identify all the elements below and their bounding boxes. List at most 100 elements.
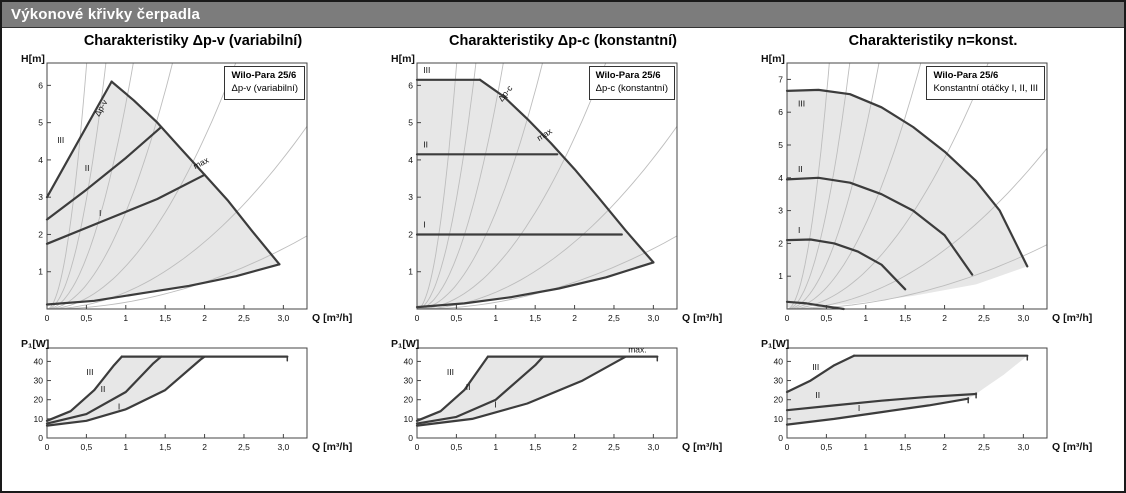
y-tick-label: 10: [34, 414, 44, 424]
x-tick-label: 1,5: [159, 442, 171, 452]
curve-label: II: [798, 164, 803, 174]
panel-title-dpc: Charakteristiky Δp-c (konstantní): [449, 33, 677, 49]
y-tick-label: 5: [38, 118, 43, 128]
curve-label: III: [447, 367, 454, 377]
curve-max: [478, 78, 655, 264]
y-tick-label: 4: [408, 155, 413, 165]
x-tick-label: 0: [415, 313, 420, 323]
chart-dpv-head: Wilo-Para 25/6 Δp-v (variabilní) 0 0,5 1 1,…: [17, 51, 369, 331]
x-tick-label: 1,5: [529, 442, 541, 452]
y-tick-label: 5: [778, 140, 783, 150]
x-tick-label: 3,0: [1017, 313, 1029, 323]
y-axis-title: P₁[W]: [391, 338, 419, 350]
system-curve: [46, 62, 134, 310]
legend-mode: Δp-v (variabilní): [231, 83, 298, 95]
x-tick-label: 0: [785, 313, 790, 323]
y-axis-title: H[m]: [761, 53, 785, 65]
y-axis-title: P₁[W]: [761, 338, 789, 350]
x-tick-label: 1,5: [159, 313, 171, 323]
x-axis-title: Q [m³/h]: [312, 312, 352, 324]
curve-II: [45, 355, 163, 425]
curve-min: [45, 263, 281, 306]
x-tick-label: 2,5: [978, 442, 990, 452]
plot-border: [416, 62, 678, 310]
legend-mode: Konstantní otáčky I, II, III: [933, 83, 1038, 95]
x-tick-label: 2,5: [608, 442, 620, 452]
x-tick-label: 3,0: [1017, 442, 1029, 452]
x-tick-label: 2,5: [978, 313, 990, 323]
curve-min: [415, 261, 655, 309]
curve-label: III: [798, 98, 805, 108]
x-tick-label: 0,5: [80, 313, 92, 323]
y-tick-label: 2: [778, 238, 783, 248]
x-tick-label: 0,5: [80, 442, 92, 452]
x-tick-label: 1,5: [899, 313, 911, 323]
curve-label: I: [798, 225, 800, 235]
curve-label: Δp-c: [496, 83, 515, 104]
x-tick-label: 1: [123, 313, 128, 323]
curve-label: II: [815, 390, 820, 400]
chart-nconst-power: 0 0,5 1 1,5 2 2,5 3,0 0 10 20 30 40 III II I P₁[W] Q [m³…: [757, 334, 1109, 460]
x-tick-label: 0,5: [450, 442, 462, 452]
legend-model: Wilo-Para 25/6: [933, 70, 999, 81]
system-curve: [416, 62, 543, 310]
plot-border: [416, 347, 678, 439]
x-axis-title: Q [m³/h]: [682, 312, 722, 324]
chart-legend: Wilo-Para 25/6 Konstantní otáčky I, II, …: [926, 66, 1045, 100]
chart-svg: 0 0,5 1 1,5 2 2,5 3,0010203040IIIIIImax.P₁[W]Q…: [391, 338, 722, 453]
x-axis-title: Q [m³/h]: [1052, 441, 1092, 453]
curve-II: [45, 126, 163, 221]
y-tick-label: 20: [774, 395, 784, 405]
curve-label: I: [494, 399, 496, 409]
y-axis-title: H[m]: [391, 53, 415, 65]
y-tick-label: 40: [404, 356, 414, 366]
x-tick-label: 0: [785, 442, 790, 452]
x-tick-label: 2: [202, 313, 207, 323]
operating-region: [417, 79, 654, 308]
chart-svg: 0 0,5 1 1,5 2 2,5 3,0123456IIIIIIΔp-vmaxH[m]Q …: [21, 53, 352, 324]
charts-area: Charakteristiky Δp-v (variabilní) Wilo-P…: [2, 28, 1124, 460]
curve-III: [785, 354, 856, 394]
x-tick-label: 0: [415, 442, 420, 452]
operating-region: [787, 89, 1028, 308]
plot-border: [786, 62, 1048, 310]
x-tick-label: 3,0: [647, 313, 659, 323]
y-tick-label: 4: [38, 155, 43, 165]
system-curve: [416, 62, 504, 310]
x-tick-label: 1: [863, 313, 868, 323]
chart-dpc-head: Wilo-Para 25/6 Δp-c (konstantní) 0 0,5 1 1,…: [387, 51, 739, 331]
y-tick-label: 40: [34, 356, 44, 366]
y-tick-label: 40: [774, 356, 784, 366]
y-tick-label: 0: [778, 433, 783, 443]
y-tick-label: 3: [38, 192, 43, 202]
legend-mode: Δp-c (konstantní): [595, 83, 668, 95]
panel-title-dpv: Charakteristiky Δp-v (variabilní): [83, 33, 303, 49]
curve-I: [45, 355, 206, 427]
chart-svg: 0 0,5 1 1,5 2 2,5 3,0123456IIIIIIΔp-cmaxH[m]Q …: [391, 53, 722, 324]
curve-label: II: [85, 163, 90, 173]
system-curve: [416, 62, 458, 310]
x-tick-label: 1,5: [899, 442, 911, 452]
panel-dpc: Charakteristiky Δp-c (konstantní) Wilo-P…: [378, 29, 748, 460]
x-tick-label: 0: [45, 442, 50, 452]
y-tick-label: 1: [38, 267, 43, 277]
x-tick-label: 1: [123, 442, 128, 452]
curve-I: [415, 355, 627, 427]
curve-III: [45, 355, 123, 422]
x-tick-label: 0,5: [820, 313, 832, 323]
curve-II: [415, 355, 545, 425]
y-tick-label: 6: [38, 80, 43, 90]
curve-label: I: [118, 401, 120, 411]
y-tick-label: 0: [38, 433, 43, 443]
x-tick-label: 2,5: [238, 442, 250, 452]
x-tick-label: 2: [572, 313, 577, 323]
y-tick-label: 3: [408, 192, 413, 202]
y-tick-label: 30: [34, 376, 44, 386]
curve-III: [45, 80, 113, 199]
y-tick-label: 5: [408, 118, 413, 128]
y-tick-label: 30: [404, 376, 414, 386]
y-tick-label: 30: [774, 376, 784, 386]
x-tick-label: 2: [942, 313, 947, 323]
